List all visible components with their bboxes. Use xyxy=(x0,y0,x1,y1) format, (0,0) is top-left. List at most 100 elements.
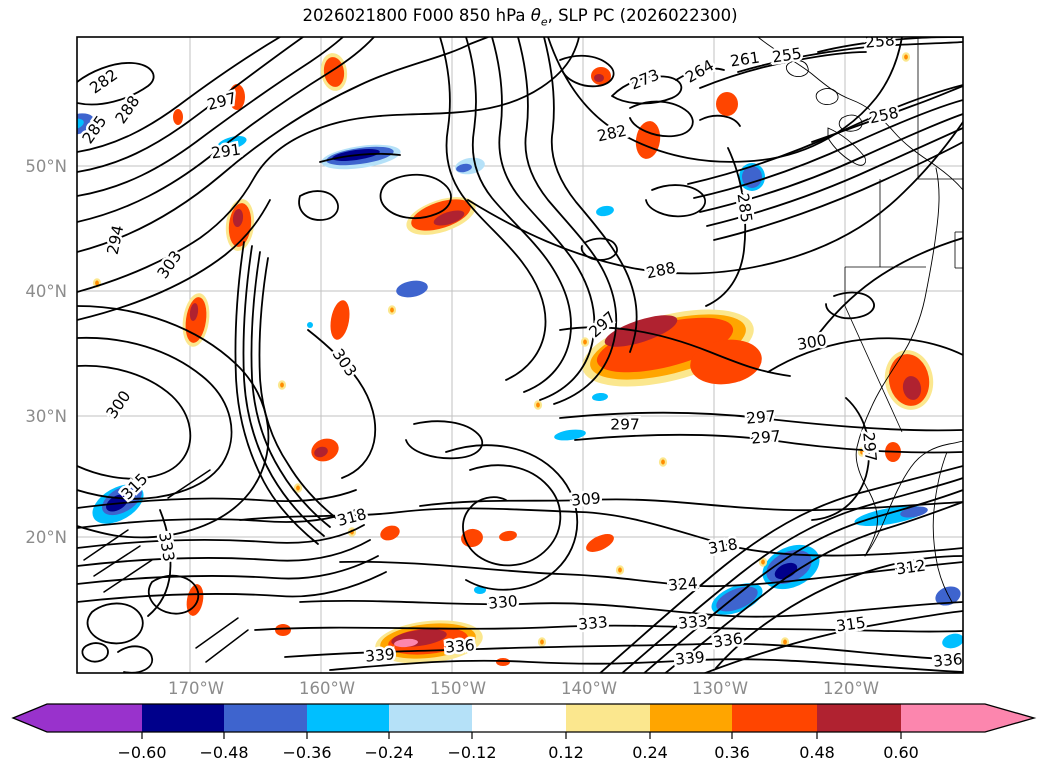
shaded-region xyxy=(586,534,614,552)
contour-line xyxy=(580,237,618,261)
title-theta-symbol: θ xyxy=(530,6,541,25)
contour-line xyxy=(813,237,963,341)
contour-line xyxy=(517,37,618,405)
contour-line xyxy=(147,509,172,617)
plot-frame xyxy=(76,36,964,674)
contour-label: 336 xyxy=(444,636,475,657)
colorbar-segment xyxy=(142,704,224,732)
contour-line xyxy=(77,539,371,567)
contour-line xyxy=(825,291,875,320)
colorbar-outline xyxy=(11,703,1037,733)
shaded-region xyxy=(189,303,199,321)
lat-tick-label: 40°N xyxy=(25,282,67,301)
shaded-region xyxy=(217,136,247,150)
contour-line xyxy=(86,602,144,645)
colorbar-segment xyxy=(566,704,650,732)
contour-line xyxy=(811,397,870,521)
contour-line xyxy=(147,574,200,615)
contour-line xyxy=(77,37,344,197)
coastline xyxy=(932,451,953,603)
shaded-region xyxy=(902,376,922,400)
shaded-region xyxy=(307,322,313,328)
contour-line xyxy=(77,364,192,480)
colorbar-over-arrow xyxy=(901,704,1034,732)
contour-line xyxy=(611,75,683,105)
contour-line xyxy=(629,100,694,138)
contour-label: 339 xyxy=(674,648,705,669)
shaded-region xyxy=(716,92,738,116)
contour-line xyxy=(117,645,153,673)
contour-line xyxy=(77,199,271,321)
contour-line xyxy=(299,599,963,618)
contour-line xyxy=(620,477,963,673)
point-marker xyxy=(537,637,547,647)
point-marker xyxy=(580,337,590,347)
contour-label: 297 xyxy=(205,89,238,114)
colorbar-tick-label: 0.60 xyxy=(883,743,919,762)
shaded-region xyxy=(433,210,465,226)
contour-line xyxy=(195,617,239,649)
contour-label: 258 xyxy=(864,31,895,52)
contour-line xyxy=(103,559,153,593)
colorbar-segment xyxy=(817,704,901,732)
contour-line xyxy=(491,37,596,401)
point-marker xyxy=(277,380,287,390)
contour-line xyxy=(645,184,706,218)
contour-label: 255 xyxy=(771,45,803,67)
contour-line xyxy=(77,37,281,153)
contour-line xyxy=(284,642,963,661)
contour-label: 336 xyxy=(712,630,744,652)
coastline xyxy=(838,114,863,132)
lat-tick-label: 50°N xyxy=(25,157,67,176)
contour-line xyxy=(811,85,963,143)
shaded-region xyxy=(229,84,245,110)
point-marker xyxy=(615,565,625,575)
contour-line xyxy=(405,420,484,460)
contour-line xyxy=(462,464,562,567)
lon-tick-label: 130°W xyxy=(692,679,748,698)
contour-line xyxy=(77,37,580,293)
contour-line xyxy=(254,624,963,633)
colorbar-tick-label: 0.36 xyxy=(714,743,750,762)
colorbar-segment xyxy=(472,704,566,732)
contour-line xyxy=(81,642,109,663)
contour-line xyxy=(543,37,638,353)
shaded-region xyxy=(186,584,204,616)
contour-label: 303 xyxy=(154,247,186,282)
shaded-region xyxy=(456,163,472,173)
contour-line xyxy=(439,37,547,381)
contour-label: 294 xyxy=(104,224,128,257)
contour-line xyxy=(706,127,963,227)
title-suffix: , SLP PC (2026022300) xyxy=(547,6,738,25)
contour-line xyxy=(167,469,211,499)
state-border xyxy=(844,267,903,433)
contour-label: 333 xyxy=(577,613,608,634)
lat-tick-label: 30°N xyxy=(25,407,67,426)
contour-line xyxy=(574,433,963,454)
contour-line xyxy=(77,37,304,173)
contour-label: 336 xyxy=(932,650,963,671)
shaded-region xyxy=(774,562,798,580)
shaded-region xyxy=(716,586,758,612)
contour-label: 324 xyxy=(667,574,698,595)
lon-tick-label: 150°W xyxy=(430,679,486,698)
contour-line xyxy=(465,37,572,393)
shaded-region xyxy=(596,205,614,217)
contour-line xyxy=(713,141,963,241)
contour-line xyxy=(77,37,375,223)
contour-label: 330 xyxy=(487,592,518,613)
contour-line xyxy=(379,173,452,220)
contour-line xyxy=(77,489,357,509)
contour-line xyxy=(699,113,963,213)
contour-line xyxy=(242,245,325,537)
colorbar-tick-label: −0.36 xyxy=(282,743,331,762)
shaded-region xyxy=(635,121,661,159)
shaded-region xyxy=(935,586,961,606)
contour-label: 273 xyxy=(628,66,662,94)
contour-line xyxy=(77,37,489,253)
shaded-region xyxy=(394,638,418,648)
colorbar-segment xyxy=(307,704,389,732)
coastline xyxy=(757,37,963,191)
